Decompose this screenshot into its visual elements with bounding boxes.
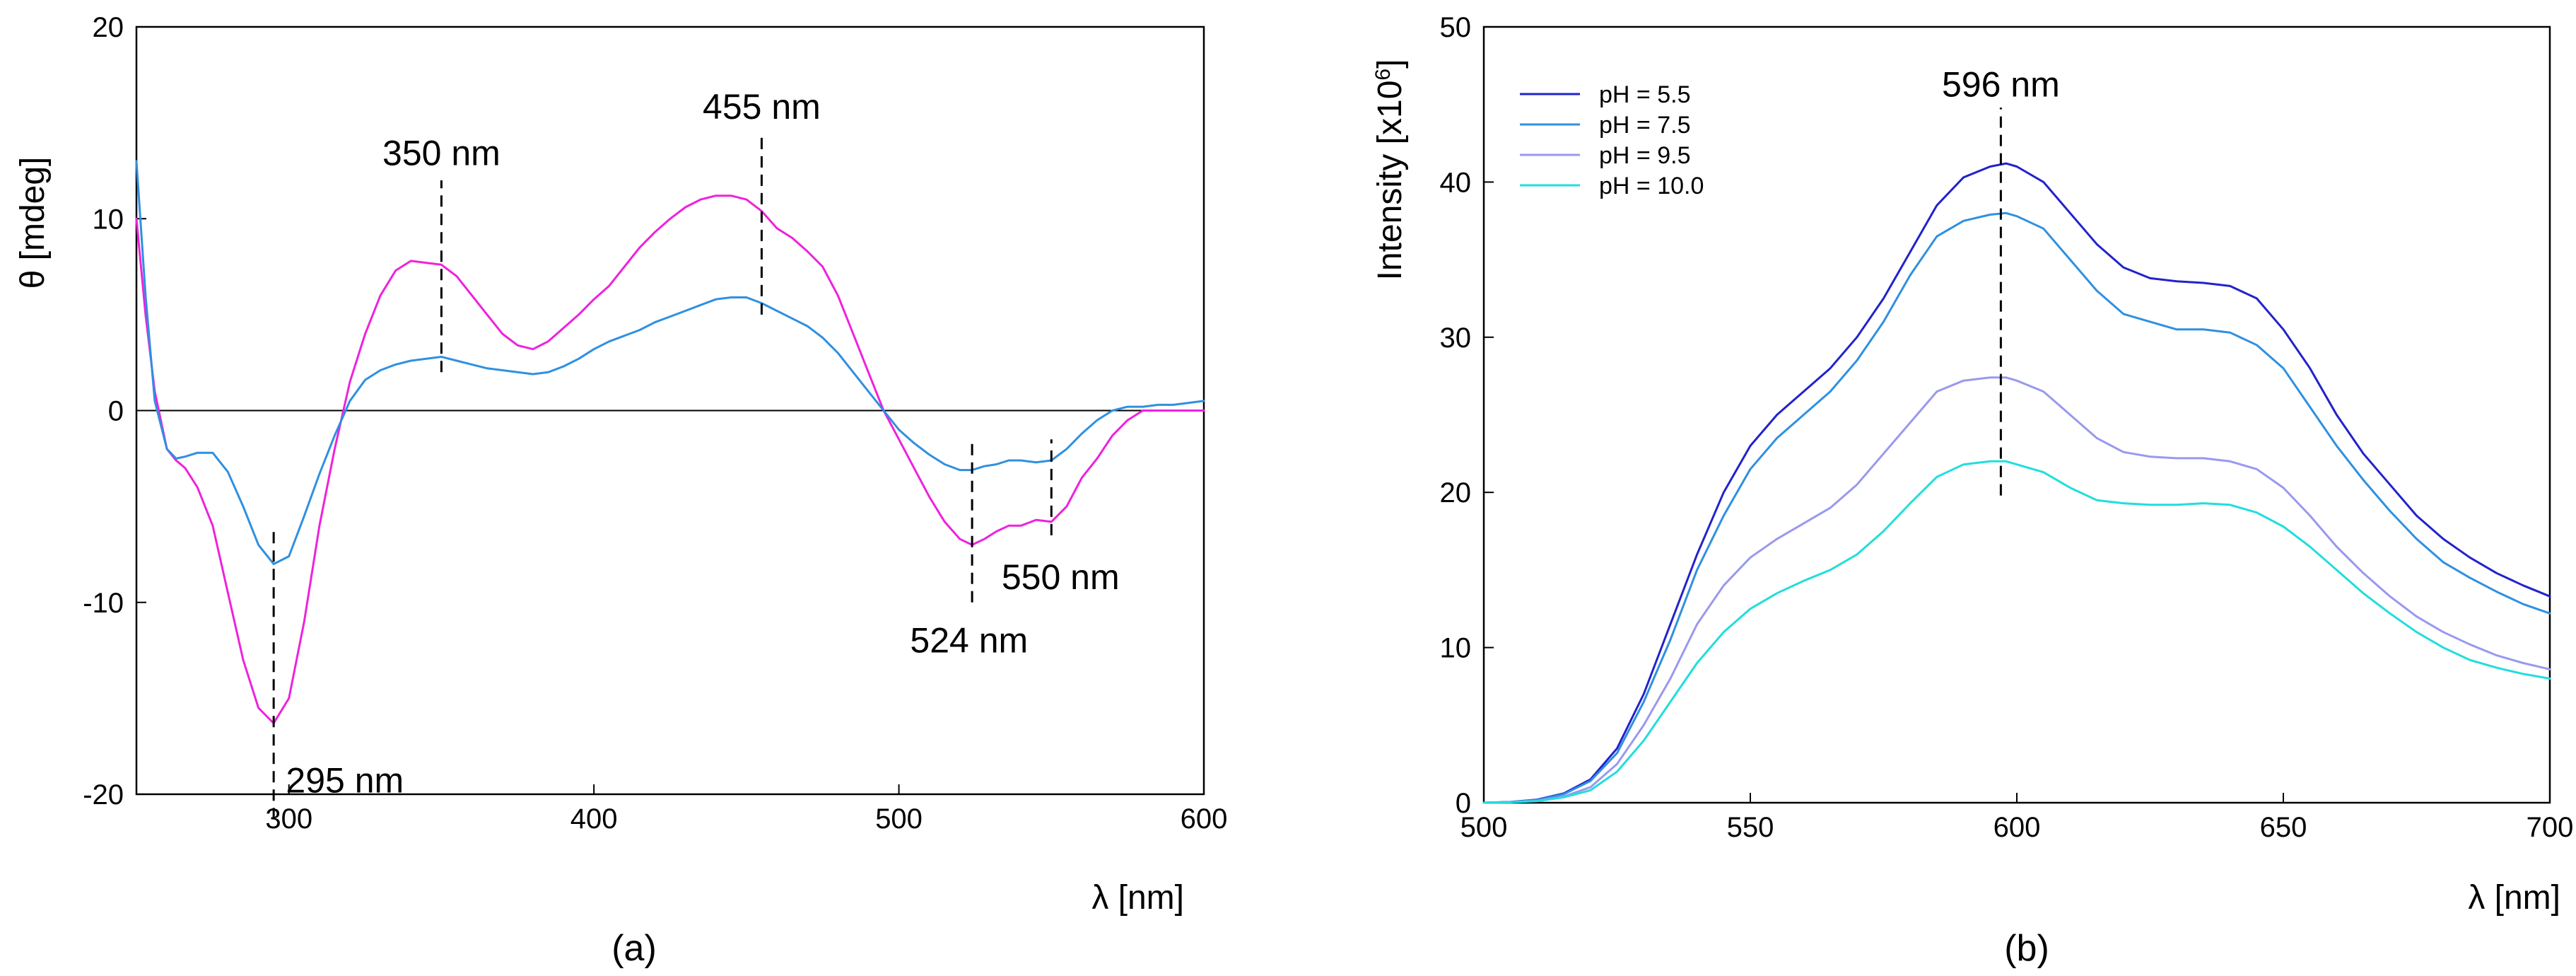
x-tick-label: 600 (1994, 812, 2041, 843)
legend-label: pH = 7.5 (1599, 112, 1690, 139)
x-tick-label: 650 (2260, 812, 2307, 843)
annotation-label: 295 nm (286, 760, 404, 800)
chart-panel-b: 500 550 600 650 700 0 10 20 30 40 50 596 nm pH = 5… (1371, 12, 2573, 969)
y-tick-label: -10 (83, 588, 124, 619)
y-tick-label: 10 (1440, 633, 1472, 664)
legend-entry: pH = 9.5 (1520, 142, 1690, 169)
series-line-3 (1482, 376, 2551, 804)
y-tick-label: 10 (93, 204, 124, 235)
legend-b: pH = 5.5 pH = 7.5 pH = 9.5 pH = 10.0 (1520, 81, 1704, 199)
tick-labels-a: 300 400 500 600 -20 -10 0 10 20 (83, 12, 1227, 835)
y-tick-label: 0 (1456, 788, 1471, 819)
tick-labels-b: 500 550 600 650 700 0 10 20 30 40 50 (1440, 12, 2574, 843)
y-axis-label-a: θ [mdeg] (14, 157, 52, 289)
annotation-label: 550 nm (1002, 557, 1120, 597)
y-tick-label: 50 (1440, 12, 1472, 43)
y-tick-label: 40 (1440, 167, 1472, 198)
panel-caption-a: (a) (611, 928, 657, 969)
series-group-b (1482, 162, 2551, 804)
y-tick-label: 20 (93, 12, 124, 43)
y-tick-label: -20 (83, 779, 124, 811)
annotation-label: 596 nm (1942, 65, 2060, 105)
series-line-1 (1482, 162, 2551, 804)
y-tick-label: 30 (1440, 323, 1472, 354)
y-tick-label: 0 (108, 396, 124, 427)
legend-label: pH = 10.0 (1599, 173, 1704, 199)
y-axis-label-text: Intensity [x10 (1371, 81, 1409, 281)
legend-entry: pH = 10.0 (1520, 173, 1704, 199)
legend-label: pH = 9.5 (1599, 142, 1690, 169)
x-tick-label: 700 (2527, 812, 2574, 843)
annotation-label: 524 nm (910, 620, 1028, 660)
x-tick-label: 400 (570, 803, 618, 835)
series-group-a (135, 160, 1205, 725)
legend-entry: pH = 7.5 (1520, 112, 1690, 139)
y-tick-label: 20 (1440, 477, 1472, 509)
annotation-label: 350 nm (382, 133, 500, 173)
annotation-label: 455 nm (703, 87, 821, 127)
x-tick-label: 550 (1727, 812, 1774, 843)
x-tick-label: 500 (875, 803, 923, 835)
x-tick-label: 600 (1181, 803, 1228, 835)
series-line-4 (1482, 460, 2551, 804)
annotations-b: 596 nm (1942, 65, 2060, 496)
legend-label: pH = 5.5 (1599, 81, 1690, 108)
axis-ticks-b (1483, 26, 2551, 803)
y-axis-label-exponent: 6 (1371, 69, 1395, 81)
series-line-2 (135, 160, 1205, 565)
x-tick-label: 300 (265, 803, 312, 835)
annotations-a: 350 nm 455 nm 295 nm 524 nm 550 nm (272, 87, 1120, 820)
x-axis-label-b: λ [nm] (2468, 879, 2560, 917)
series-line-1 (135, 194, 1205, 725)
y-axis-label-b: Intensity [x106] (1371, 59, 1409, 281)
x-tick-label: 500 (1460, 812, 1508, 843)
chart-panel-a: 300 400 500 600 -20 -10 0 10 20 350 nm 455 nm 295 … (14, 12, 1227, 969)
x-axis-label-a: λ [nm] (1091, 879, 1184, 917)
legend-entry: pH = 5.5 (1520, 81, 1690, 108)
y-axis-label-close: ] (1371, 59, 1409, 69)
series-line-2 (1482, 211, 2551, 804)
panel-caption-b: (b) (2004, 928, 2049, 969)
